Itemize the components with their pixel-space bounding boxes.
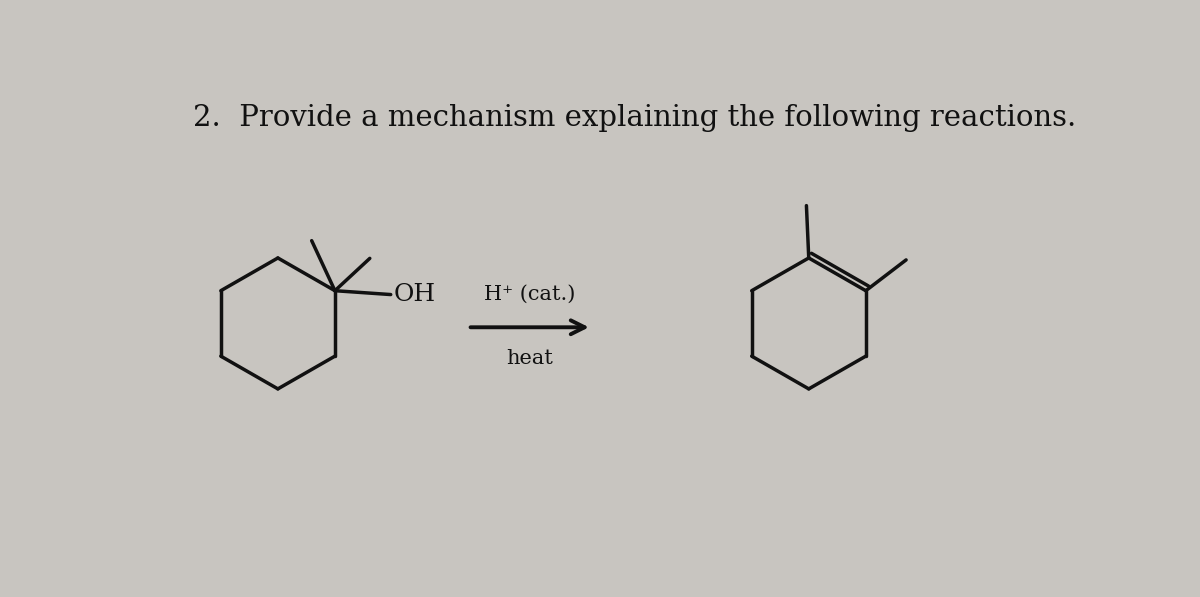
Text: OH: OH <box>394 283 436 306</box>
Text: heat: heat <box>506 349 553 368</box>
Text: 2.  Provide a mechanism explaining the following reactions.: 2. Provide a mechanism explaining the fo… <box>193 104 1076 132</box>
Text: H⁺ (cat.): H⁺ (cat.) <box>484 285 576 304</box>
